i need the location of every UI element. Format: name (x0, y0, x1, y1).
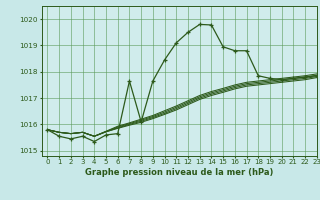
X-axis label: Graphe pression niveau de la mer (hPa): Graphe pression niveau de la mer (hPa) (85, 168, 273, 177)
